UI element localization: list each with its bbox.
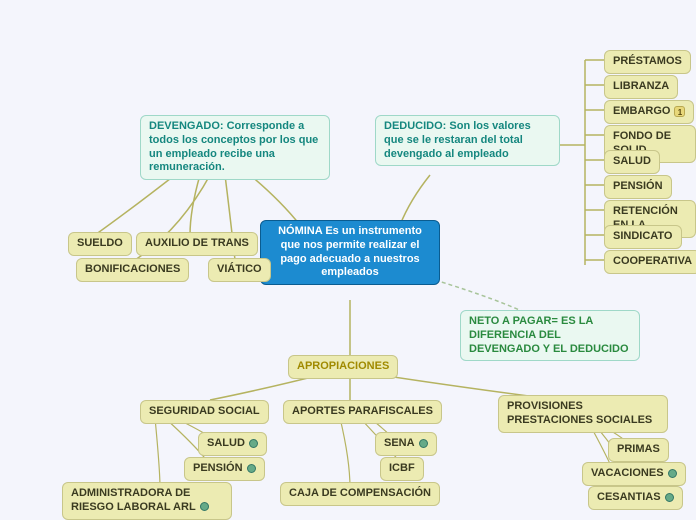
node-caja-compensacion[interactable]: CAJA DE COMPENSACIÓN <box>280 482 440 506</box>
node-aux-transporte[interactable]: AUXILIO DE TRANS <box>136 232 258 256</box>
node-vacaciones-label: VACACIONES <box>591 467 664 479</box>
node-icbf[interactable]: ICBF <box>380 457 424 481</box>
node-embargo[interactable]: EMBARGO 1 <box>604 100 694 124</box>
globe-icon <box>200 502 209 511</box>
node-sueldo[interactable]: SUELDO <box>68 232 132 256</box>
node-arl-label: ADMINISTRADORA DE RIESGO LABORAL ARL <box>71 487 196 513</box>
neto-a-pagar[interactable]: NETO A PAGAR= ES LA DIFERENCIA DEL DEVEN… <box>460 310 640 361</box>
node-cooperativa[interactable]: COOPERATIVA <box>604 250 696 274</box>
node-apropiaciones[interactable]: APROPIACIONES <box>288 355 398 379</box>
node-provisiones[interactable]: PROVISIONES PRESTACIONES SOCIALES <box>498 395 668 433</box>
node-primas[interactable]: PRIMAS <box>608 438 669 462</box>
central-node[interactable]: NÓMINA Es un instrumento que nos permite… <box>260 220 440 285</box>
node-salud-ded[interactable]: SALUD <box>604 150 660 174</box>
globe-icon <box>668 469 677 478</box>
node-bonificaciones[interactable]: BONIFICACIONES <box>76 258 189 282</box>
node-sena[interactable]: SENA <box>375 432 437 456</box>
node-viatico[interactable]: VIÁTICO <box>208 258 271 282</box>
node-prestamos[interactable]: PRÉSTAMOS <box>604 50 691 74</box>
node-libranza[interactable]: LIBRANZA <box>604 75 678 99</box>
node-salud-aprop-label: SALUD <box>207 437 245 449</box>
globe-icon <box>665 493 674 502</box>
node-cesantias-label: CESANTIAS <box>597 491 661 503</box>
node-sindicato[interactable]: SINDICATO <box>604 225 682 249</box>
node-cesantias[interactable]: CESANTIAS <box>588 486 683 510</box>
globe-icon <box>419 439 428 448</box>
devengado-definition[interactable]: DEVENGADO: Corresponde a todos los conce… <box>140 115 330 180</box>
globe-icon <box>249 439 258 448</box>
node-vacaciones[interactable]: VACACIONES <box>582 462 686 486</box>
node-parafiscales[interactable]: APORTES PARAFISCALES <box>283 400 442 424</box>
node-pension-aprop-label: PENSIÓN <box>193 462 243 474</box>
globe-icon <box>247 464 256 473</box>
node-seguridad-social[interactable]: SEGURIDAD SOCIAL <box>140 400 269 424</box>
badge-icon: 1 <box>674 106 685 117</box>
node-salud-aprop[interactable]: SALUD <box>198 432 267 456</box>
node-embargo-label: EMBARGO <box>613 105 670 117</box>
node-sena-label: SENA <box>384 437 415 449</box>
node-pension-ded[interactable]: PENSIÓN <box>604 175 672 199</box>
node-arl[interactable]: ADMINISTRADORA DE RIESGO LABORAL ARL <box>62 482 232 520</box>
node-pension-aprop[interactable]: PENSIÓN <box>184 457 265 481</box>
deducido-definition[interactable]: DEDUCIDO: Son los valores que se le rest… <box>375 115 560 166</box>
